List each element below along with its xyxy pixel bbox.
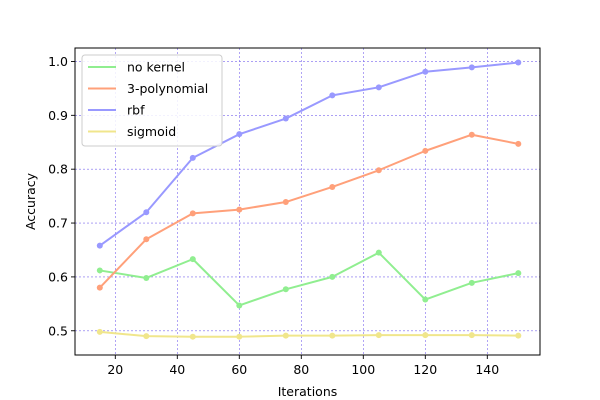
data-point xyxy=(236,333,243,340)
legend-box xyxy=(81,54,223,147)
data-point xyxy=(236,206,243,213)
data-point xyxy=(515,270,522,277)
series-line xyxy=(99,133,519,289)
x-axis-label: Iterations xyxy=(278,384,338,399)
data-point xyxy=(189,256,196,263)
data-point xyxy=(96,267,103,274)
data-point xyxy=(282,286,289,293)
data-point xyxy=(329,332,336,339)
data-point xyxy=(422,332,429,339)
data-point xyxy=(329,183,336,190)
x-tick-label: 40 xyxy=(169,362,185,377)
data-point xyxy=(468,332,475,339)
legend: no kernel 3-polynomial rbf sigmoid xyxy=(81,54,223,147)
series-no-kernel xyxy=(96,249,522,309)
series-line xyxy=(99,251,519,307)
legend-label: 3-polynomial xyxy=(127,81,208,96)
y-tick-label: 0.6 xyxy=(48,269,68,284)
y-axis-label: Accuracy xyxy=(23,172,38,230)
y-tick-label: 0.7 xyxy=(48,216,68,231)
y-tick-label: 0.5 xyxy=(48,323,68,338)
series-layer xyxy=(96,59,522,340)
data-point xyxy=(422,147,429,154)
data-point xyxy=(515,59,522,66)
x-tick-label: 100 xyxy=(351,362,375,377)
data-point xyxy=(375,167,382,174)
data-point xyxy=(422,68,429,75)
series-rbf xyxy=(96,59,522,249)
x-tick-label: 80 xyxy=(293,362,309,377)
data-point xyxy=(515,140,522,147)
data-point xyxy=(329,273,336,280)
x-tick-label: 140 xyxy=(475,362,499,377)
series-sigmoid xyxy=(96,328,522,340)
data-point xyxy=(375,84,382,91)
legend-label: rbf xyxy=(127,103,145,118)
data-point xyxy=(515,332,522,339)
series-3-polynomial xyxy=(96,131,522,291)
axis-ticks: 20 40 60 80 100 120 140 0.5 0.6 0.7 0.8 0.9 1.0 xyxy=(48,54,499,377)
data-point xyxy=(143,209,150,216)
data-point xyxy=(422,296,429,303)
data-point xyxy=(143,274,150,281)
data-point xyxy=(189,154,196,161)
data-point xyxy=(282,199,289,206)
data-point xyxy=(143,236,150,243)
series-line xyxy=(99,330,519,338)
data-point xyxy=(236,302,243,309)
x-tick-label: 20 xyxy=(107,362,123,377)
data-point xyxy=(236,131,243,138)
data-point xyxy=(468,131,475,138)
data-point xyxy=(468,64,475,71)
y-tick-label: 1.0 xyxy=(48,54,68,69)
data-point xyxy=(96,284,103,291)
data-point xyxy=(96,328,103,335)
plot-frame xyxy=(74,47,541,356)
data-point xyxy=(189,333,196,340)
y-tick-label: 0.8 xyxy=(48,162,68,177)
legend-label: no kernel xyxy=(127,60,185,75)
series-line xyxy=(99,61,519,247)
data-point xyxy=(282,115,289,122)
x-tick-label: 120 xyxy=(413,362,437,377)
y-tick-label: 0.9 xyxy=(48,108,68,123)
data-point xyxy=(375,332,382,339)
data-point xyxy=(468,279,475,286)
data-point xyxy=(329,92,336,99)
data-point xyxy=(96,242,103,249)
x-tick-label: 60 xyxy=(231,362,247,377)
data-point xyxy=(189,210,196,217)
data-point xyxy=(143,333,150,340)
data-point xyxy=(375,249,382,256)
data-point xyxy=(282,332,289,339)
legend-label: sigmoid xyxy=(127,124,176,139)
